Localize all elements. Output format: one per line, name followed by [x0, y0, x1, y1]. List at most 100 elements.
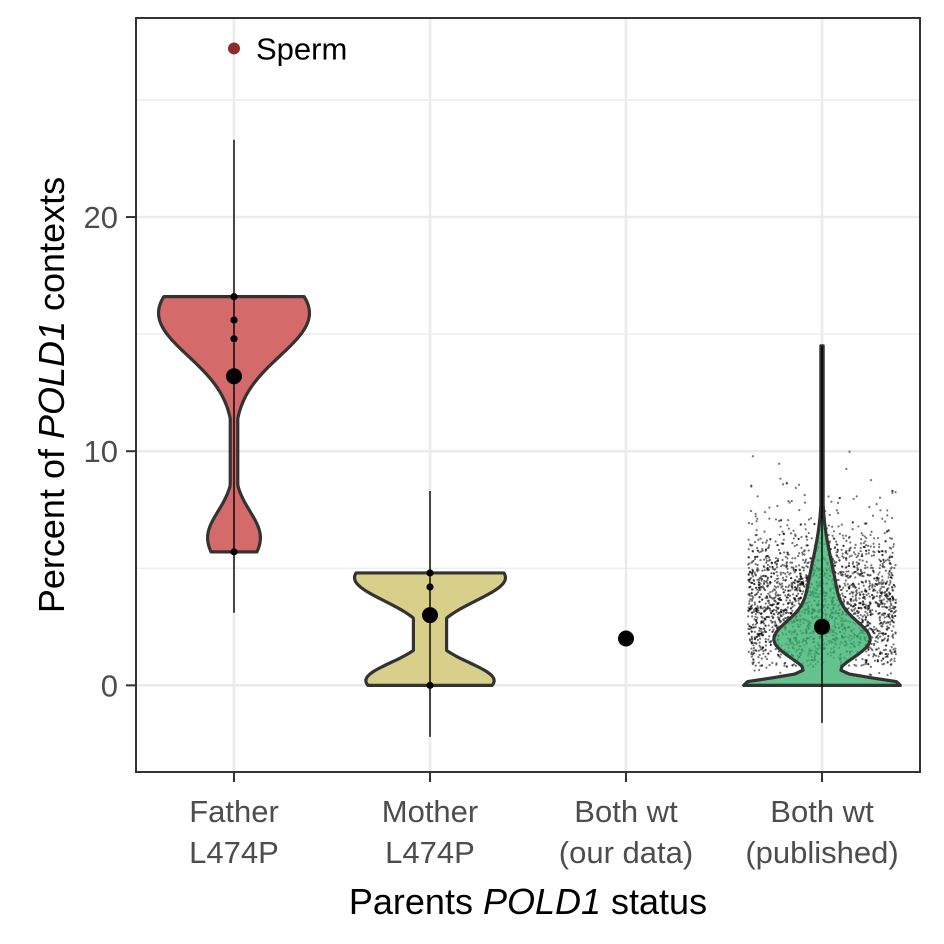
jitter-point [855, 556, 858, 559]
jitter-point [877, 637, 880, 640]
jitter-point [869, 665, 872, 668]
jitter-point [752, 608, 756, 612]
jitter-point [754, 534, 757, 537]
jitter-point [763, 530, 766, 533]
jitter-point [836, 550, 839, 553]
jitter-point [875, 579, 878, 582]
jitter-point [813, 522, 816, 526]
jitter-point [791, 609, 794, 612]
jitter-point [769, 591, 772, 594]
jitter-point [890, 555, 894, 559]
jitter-point [884, 569, 888, 572]
jitter-point [880, 585, 883, 588]
jitter-point [844, 551, 847, 554]
jitter-point [887, 591, 891, 594]
jitter-point [855, 664, 858, 667]
jitter-point [888, 546, 891, 549]
jitter-point [851, 521, 854, 524]
jitter-point [827, 495, 830, 498]
jitter-point [805, 573, 808, 577]
jitter-point [860, 538, 863, 541]
jitter-point [801, 551, 804, 554]
jitter-point [801, 592, 804, 596]
jitter-point [878, 543, 881, 546]
jitter-point [765, 666, 768, 669]
jitter-point [768, 594, 771, 597]
jitter-point [753, 603, 757, 606]
jitter-point [891, 551, 894, 554]
jitter-point [750, 581, 753, 584]
jitter-point [765, 561, 768, 564]
jitter-point [882, 585, 886, 589]
jitter-point [842, 544, 845, 547]
jitter-point [860, 532, 863, 535]
jitter-point [752, 610, 756, 614]
jitter-point [752, 644, 755, 647]
jitter-point [779, 653, 782, 656]
jitter-point [857, 611, 861, 614]
jitter-point [856, 564, 859, 567]
jitter-point [850, 598, 853, 601]
jitter-point [766, 607, 769, 611]
jitter-point [776, 585, 780, 588]
jitter-point [845, 467, 848, 470]
jitter-point [861, 559, 864, 562]
jitter-point [848, 548, 851, 552]
jitter-point [768, 517, 771, 520]
jitter-point [751, 544, 754, 547]
jitter-point [756, 495, 759, 498]
jitter-point [774, 596, 777, 599]
jitter-point [838, 585, 842, 588]
jitter-point [878, 589, 881, 592]
jitter-point [893, 566, 896, 570]
jitter-point [863, 597, 867, 601]
jitter-point [779, 552, 782, 555]
jitter-point [791, 542, 794, 545]
jitter-point [841, 555, 844, 558]
jitter-point [875, 576, 879, 579]
jitter-point [855, 561, 858, 564]
jitter-point [756, 570, 759, 573]
jitter-point [884, 590, 887, 594]
jitter-point [759, 582, 762, 585]
data-point [230, 548, 238, 556]
jitter-point [878, 622, 881, 625]
jitter-point [889, 650, 892, 653]
jitter-point [866, 566, 869, 569]
y-tick-label: 0 [101, 668, 118, 703]
jitter-point [882, 581, 885, 584]
jitter-point [771, 610, 774, 613]
jitter-point [766, 579, 769, 582]
jitter-point [888, 569, 891, 573]
jitter-point [889, 617, 892, 620]
jitter-point [889, 607, 892, 610]
jitter-point [872, 569, 875, 572]
jitter-point [784, 594, 787, 597]
jitter-point [858, 597, 861, 600]
jitter-point [871, 586, 874, 589]
jitter-point [847, 564, 850, 567]
jitter-point [785, 564, 788, 567]
jitter-point [887, 626, 891, 630]
jitter-point [754, 515, 757, 518]
jitter-point [886, 625, 889, 628]
jitter-point [758, 595, 761, 599]
sperm-label: Sperm [256, 31, 347, 66]
jitter-point [794, 599, 797, 602]
jitter-point [839, 571, 843, 575]
jitter-point [860, 590, 863, 593]
jitter-point [841, 552, 844, 555]
jitter-point [868, 673, 871, 676]
jitter-point [794, 579, 797, 582]
jitter-point [864, 564, 867, 567]
jitter-point [769, 609, 772, 612]
jitter-point [848, 576, 851, 579]
jitter-point [858, 593, 862, 597]
jitter-point [750, 630, 753, 633]
jitter-point [885, 593, 888, 596]
jitter-point [874, 654, 878, 657]
jitter-point [882, 612, 885, 615]
jitter-point [798, 568, 801, 571]
jitter-point [802, 590, 805, 593]
jitter-point [852, 497, 855, 501]
